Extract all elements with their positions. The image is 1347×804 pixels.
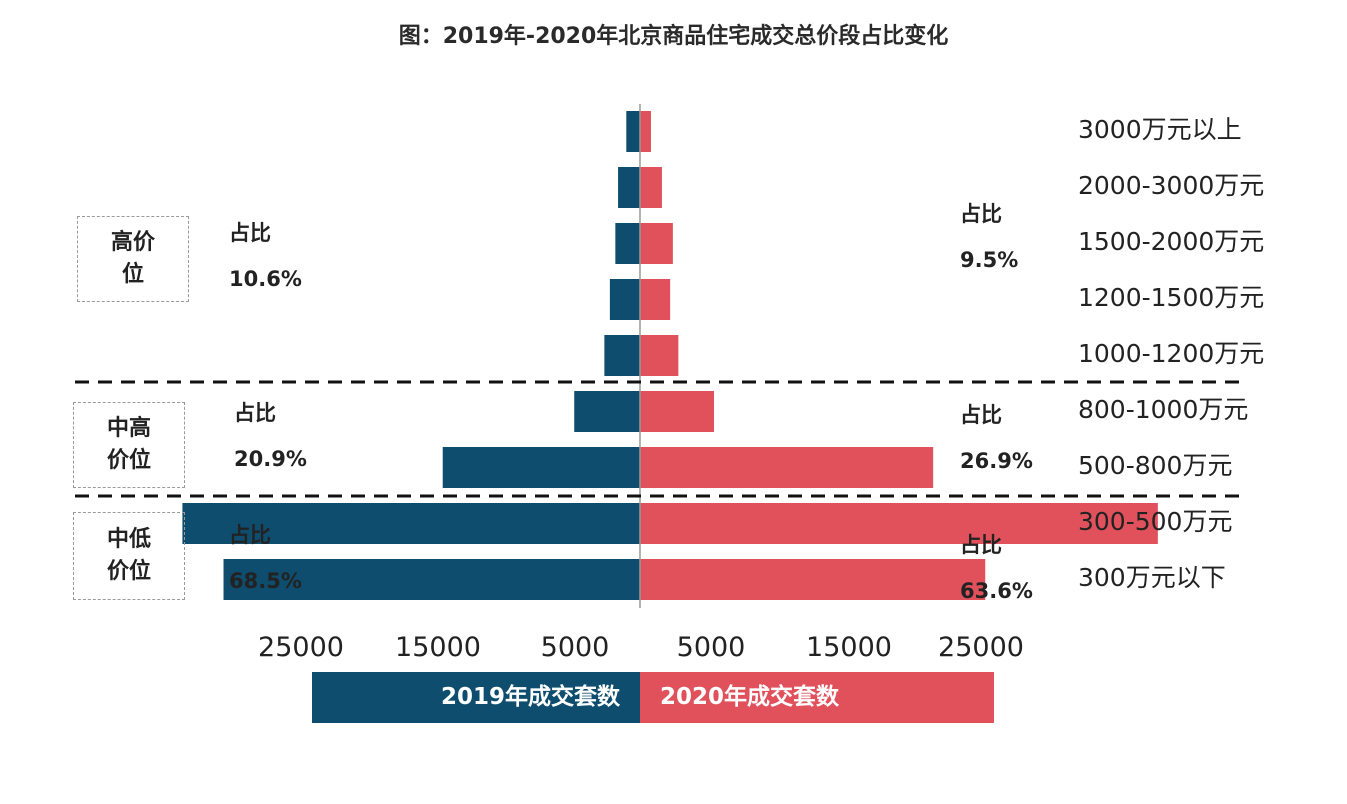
category-label: 1500-2000万元 [1078,227,1265,256]
category-label: 300-500万元 [1078,507,1233,536]
share-2019-mid-high: 占比 20.9% [234,390,307,482]
legend-2020: 2020年成交套数 [640,672,994,723]
share-value: 26.9% [960,449,1033,473]
share-label: 占比 [960,533,1002,557]
legend-2020-label: 2020年成交套数 [660,684,840,710]
share-label: 占比 [234,401,276,425]
share-2019-mid-low: 占比 68.5% [229,512,302,604]
category-label: 1200-1500万元 [1078,283,1265,312]
group-box-mid-high: 中高价位 [73,402,185,488]
bar-2019 [618,167,640,208]
share-value: 68.5% [229,569,302,593]
share-value: 10.6% [229,267,302,291]
category-label: 500-800万元 [1078,451,1233,480]
bar-2019 [604,335,640,376]
bar-2019 [574,391,640,432]
category-label: 800-1000万元 [1078,395,1249,424]
bar-2019 [223,559,640,600]
bar-2019 [626,111,640,152]
share-value: 9.5% [960,248,1019,272]
bar-2019 [182,503,641,544]
group-label-high: 高价位 [110,230,155,287]
share-2020-mid-high: 占比 26.9% [960,392,1033,484]
x-tick-label: 25000 [938,632,1024,663]
bar-2020 [640,167,662,208]
bar-2020 [640,391,714,432]
x-tick-label: 25000 [258,632,344,663]
category-label: 300万元以下 [1078,563,1226,592]
x-tick-label: 5000 [676,632,746,663]
legend-2019: 2019年成交套数 [312,672,640,723]
category-label: 3000万元以上 [1078,115,1242,144]
x-tick-label: 5000 [540,632,610,663]
bar-2020 [640,335,679,376]
group-label-mid-low: 中低价位 [106,527,151,584]
share-value: 63.6% [960,579,1033,603]
bar-2019 [609,279,640,320]
x-tick-label: 15000 [395,632,481,663]
group-label-mid-high: 中高价位 [106,416,151,473]
category-label: 1000-1200万元 [1078,339,1265,368]
bar-2019 [442,447,640,488]
bar-2020 [640,111,651,152]
share-2020-high: 占比 9.5% [960,191,1018,283]
share-label: 占比 [229,523,271,547]
category-label: 2000-3000万元 [1078,171,1265,200]
share-label: 占比 [229,221,271,245]
legend-2019-label: 2019年成交套数 [440,684,620,710]
bar-2019 [615,223,640,264]
bar-2020 [640,279,671,320]
bar-2020 [640,503,1158,544]
share-label: 占比 [960,403,1002,427]
x-tick-label: 15000 [806,632,892,663]
chart-title: 图：2019年-2020年北京商品住宅成交总价段占比变化 [398,24,949,49]
share-value: 20.9% [234,447,307,471]
group-box-mid-low: 中低价位 [73,512,185,600]
share-2020-mid-low: 占比 63.6% [960,522,1033,614]
bar-2020 [640,447,934,488]
bar-2020 [640,559,986,600]
share-label: 占比 [960,202,1002,226]
group-box-high: 高价位 [77,216,189,302]
share-2019-high: 占比 10.6% [229,210,302,302]
bar-2020 [640,223,673,264]
